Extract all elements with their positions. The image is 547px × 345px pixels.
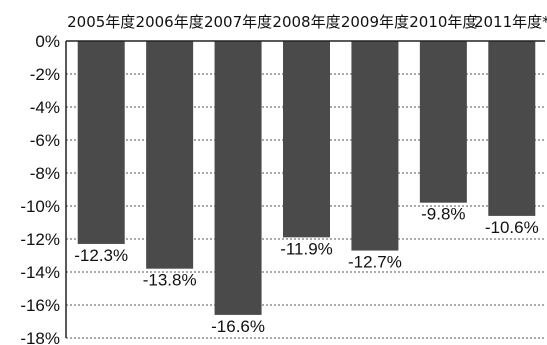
category-label: 2008年度 (272, 13, 340, 31)
y-tick-label: -4% (30, 98, 60, 117)
bar (214, 41, 262, 315)
y-tick-label: -14% (20, 263, 60, 282)
category-labels: 2005年度 2006年度 2007年度 2008年度 2009年度 2010年度2011… (67, 13, 547, 31)
y-tick-label: -12% (20, 230, 60, 249)
category-label: 2006年度 (136, 13, 204, 31)
data-label: -9.8% (421, 205, 465, 224)
y-tick-label: -8% (30, 164, 60, 183)
y-tick-label: 0% (35, 32, 60, 51)
axes (65, 40, 545, 338)
data-label: -13.8% (143, 271, 197, 290)
bars (77, 41, 536, 315)
y-tick-labels: 0% -2% -4% -6% -8% -10% -12% -14% -16% -18% (20, 32, 60, 345)
category-label: 2010年度 (409, 13, 477, 31)
bar (146, 41, 194, 269)
category-label: 2007年度 (204, 13, 272, 31)
y-tick-label: -2% (30, 65, 60, 84)
data-labels: -12.3% -13.8% -16.6% -11.9% -12.7% -9.8% -10.6… (74, 205, 538, 336)
data-label: -10.6% (485, 218, 539, 237)
y-tick-label: -10% (20, 197, 60, 216)
y-tick-label: -6% (30, 131, 60, 150)
data-label: -11.9% (280, 239, 333, 258)
bar (77, 41, 125, 244)
category-label: 2009年度 (341, 13, 409, 31)
y-tick-label: -18% (20, 329, 60, 345)
bar (351, 41, 399, 251)
category-label: 2005年度 (67, 13, 135, 31)
category-label: 2011年度* (474, 13, 547, 31)
bar (419, 41, 467, 203)
data-label: -12.3% (74, 246, 128, 265)
bar (283, 41, 330, 238)
bar (488, 41, 536, 216)
y-tick-label: -16% (20, 296, 60, 315)
data-label: -16.6% (211, 317, 265, 336)
data-label: -12.7% (348, 253, 402, 272)
